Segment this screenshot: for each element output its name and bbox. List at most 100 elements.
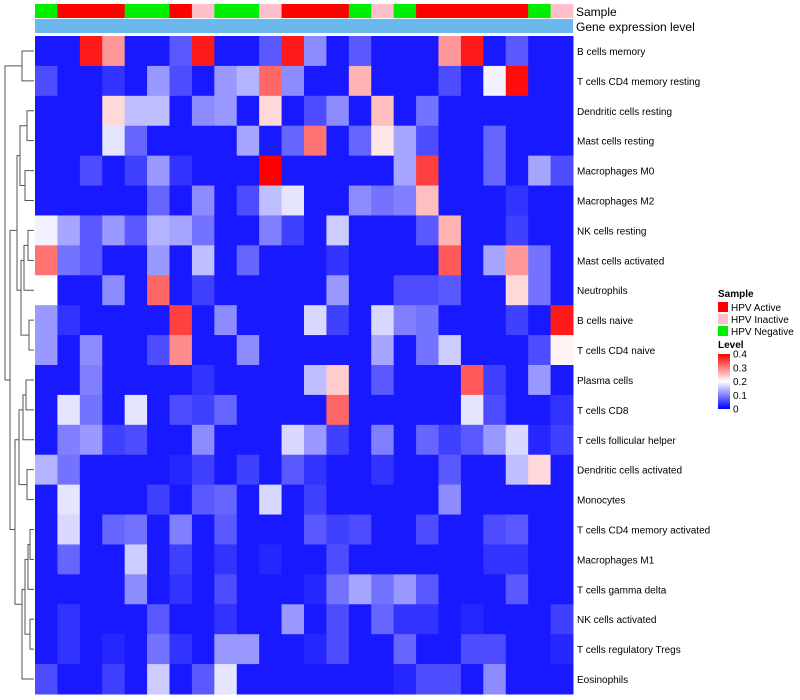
heatmap-cell — [393, 454, 417, 486]
heatmap-cell — [438, 335, 462, 366]
sample-annotation-cell — [483, 4, 507, 18]
heatmap-cell — [304, 65, 327, 97]
heatmap-cell — [236, 305, 260, 336]
sample-annotation-cell — [326, 4, 350, 18]
row-label: Eosinophils — [577, 675, 628, 686]
heatmap-cell — [79, 215, 103, 246]
heatmap-cell — [326, 335, 350, 366]
heatmap-cell — [528, 664, 552, 695]
heatmap-cell — [416, 664, 439, 695]
heatmap-cell — [550, 574, 574, 605]
sample-annotation-cell — [124, 4, 148, 18]
heatmap-cell — [214, 155, 238, 187]
heatmap-cell — [102, 155, 126, 187]
heatmap-cell — [236, 65, 260, 97]
heatmap-cell — [259, 424, 283, 456]
heatmap-cell — [304, 574, 327, 605]
heatmap-cell — [259, 454, 283, 486]
heatmap-cell — [191, 335, 215, 366]
heatmap-cell — [214, 365, 238, 396]
heatmap-cell — [169, 634, 193, 665]
heatmap-cell — [304, 544, 327, 575]
heatmap-cell — [79, 634, 103, 665]
heatmap-cell — [236, 574, 260, 605]
sample-annotation-cell — [214, 4, 238, 18]
expression-track-label: Gene expression level — [576, 20, 695, 34]
heatmap-cell — [348, 305, 372, 336]
heatmap-cell — [505, 155, 529, 187]
heatmap-cell — [505, 574, 529, 605]
heatmap-cell — [35, 155, 58, 187]
heatmap-cell — [79, 484, 103, 516]
heatmap-cell — [550, 36, 574, 67]
heatmap-cell — [528, 574, 552, 605]
heatmap-cell — [35, 574, 58, 605]
heatmap-cell — [348, 544, 372, 575]
heatmap-cell — [505, 305, 529, 336]
heatmap-cell — [505, 394, 529, 426]
heatmap-cell — [169, 664, 193, 695]
heatmap-cell — [505, 634, 529, 665]
heatmap-cell — [550, 484, 574, 516]
heatmap-cell — [460, 95, 484, 127]
heatmap-cell — [35, 394, 58, 426]
heatmap-cell — [102, 95, 126, 127]
sample-annotation-cell — [236, 4, 260, 18]
heatmap-cell — [191, 544, 215, 575]
heatmap-cell — [281, 365, 305, 396]
heatmap-cell — [438, 424, 462, 456]
heatmap-cell — [147, 125, 170, 157]
heatmap-cell — [371, 424, 395, 456]
heatmap-cell — [147, 424, 170, 456]
heatmap-cell — [483, 484, 507, 516]
heatmap-cell — [505, 36, 529, 67]
heatmap-cell — [393, 65, 417, 97]
heatmap-cell — [124, 125, 148, 157]
heatmap-cell — [79, 335, 103, 366]
heatmap-cell — [393, 305, 417, 336]
heatmap-cell — [124, 454, 148, 486]
heatmap-cell — [550, 65, 574, 97]
heatmap-cell — [304, 604, 327, 635]
heatmap-cell — [371, 185, 395, 216]
heatmap-cell — [304, 514, 327, 545]
heatmap-cell — [281, 664, 305, 695]
heatmap-cell — [169, 125, 193, 157]
heatmap-cell — [371, 155, 395, 187]
heatmap-cell — [281, 275, 305, 306]
heatmap-cell — [147, 574, 170, 605]
level-tick-label: 0.4 — [733, 350, 747, 361]
heatmap-cell — [57, 484, 81, 516]
heatmap-cell — [326, 65, 350, 97]
heatmap-cell — [35, 484, 58, 516]
heatmap-cell — [169, 514, 193, 545]
heatmap-cell — [505, 185, 529, 216]
heatmap-cell — [236, 484, 260, 516]
heatmap-cell — [57, 215, 81, 246]
heatmap-cell — [281, 454, 305, 486]
heatmap-cell — [460, 275, 484, 306]
heatmap-cell — [169, 36, 193, 67]
heatmap-cell — [102, 365, 126, 396]
heatmap-cell — [124, 185, 148, 216]
heatmap-cell — [550, 365, 574, 396]
heatmap-cell — [393, 95, 417, 127]
heatmap-cell — [348, 155, 372, 187]
heatmap-cell — [393, 365, 417, 396]
heatmap-cell — [416, 335, 439, 366]
heatmap-cell — [438, 215, 462, 246]
sample-annotation-cell — [259, 4, 283, 18]
level-legend: Level 0.4 0.3 0.2 0.1 0 — [718, 340, 747, 416]
heatmap-cell — [416, 394, 439, 426]
heatmap-cell — [259, 544, 283, 575]
heatmap-cell — [326, 394, 350, 426]
heatmap-cell — [416, 424, 439, 456]
heatmap-cell — [35, 215, 58, 246]
heatmap-cell — [57, 305, 81, 336]
heatmap-cell — [191, 424, 215, 456]
heatmap-cell — [528, 365, 552, 396]
heatmap-cell — [124, 155, 148, 187]
heatmap-cell — [483, 335, 507, 366]
heatmap-cell — [191, 394, 215, 426]
row-label: Mast cells activated — [577, 256, 664, 267]
